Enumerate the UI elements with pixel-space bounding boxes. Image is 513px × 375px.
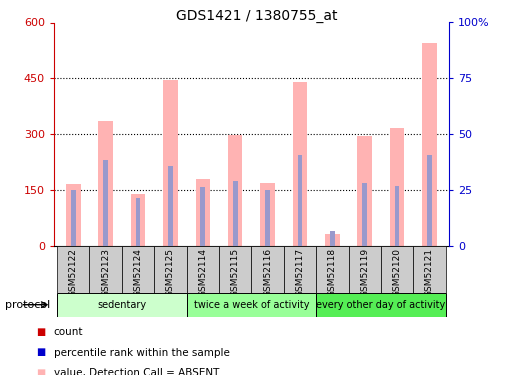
Bar (201, 187, 205, 246)
Text: GSM52116: GSM52116 (263, 248, 272, 297)
Bar (122, 246, 154, 292)
Bar (292, 82, 307, 246)
Text: ■: ■ (36, 348, 45, 357)
Text: GSM52124: GSM52124 (133, 248, 143, 297)
Bar (362, 183, 367, 246)
Text: GSM52123: GSM52123 (101, 248, 110, 297)
Text: every other day of activity: every other day of activity (316, 300, 445, 310)
Bar (325, 234, 340, 246)
Bar (348, 246, 381, 292)
Text: GSM52119: GSM52119 (360, 248, 369, 297)
Bar (316, 246, 348, 292)
Bar (260, 183, 275, 246)
Bar (284, 246, 316, 292)
Bar (390, 129, 404, 246)
Text: GSM52118: GSM52118 (328, 248, 337, 297)
Text: ■: ■ (36, 368, 45, 375)
Bar (187, 246, 219, 292)
Bar (187, 292, 316, 317)
Bar (168, 166, 173, 246)
Text: value, Detection Call = ABSENT: value, Detection Call = ABSENT (54, 368, 219, 375)
Text: GSM52125: GSM52125 (166, 248, 175, 297)
Bar (330, 231, 335, 246)
Bar (195, 179, 210, 246)
Bar (131, 194, 145, 246)
Bar (413, 246, 446, 292)
Bar (251, 246, 284, 292)
Text: percentile rank within the sample: percentile rank within the sample (54, 348, 230, 357)
Text: GSM52114: GSM52114 (199, 248, 207, 297)
Text: protocol: protocol (5, 300, 50, 310)
Bar (265, 190, 270, 246)
Text: GSM52120: GSM52120 (392, 248, 402, 297)
Bar (233, 181, 238, 246)
Text: count: count (54, 327, 84, 337)
Text: GSM52121: GSM52121 (425, 248, 434, 297)
Bar (394, 186, 400, 246)
Bar (154, 246, 187, 292)
Bar (71, 190, 76, 246)
Bar (219, 246, 251, 292)
Bar (316, 292, 446, 317)
Bar (66, 184, 81, 246)
Bar (135, 198, 141, 246)
Text: sedentary: sedentary (97, 300, 146, 310)
Bar (89, 246, 122, 292)
Bar (427, 154, 432, 246)
Bar (57, 246, 89, 292)
Bar (422, 43, 437, 246)
Bar (57, 292, 187, 317)
Bar (163, 80, 177, 246)
Text: GDS1421 / 1380755_at: GDS1421 / 1380755_at (176, 9, 337, 23)
Text: twice a week of activity: twice a week of activity (193, 300, 309, 310)
Bar (228, 135, 243, 246)
Text: GSM52117: GSM52117 (295, 248, 304, 297)
Bar (358, 136, 372, 246)
Bar (298, 154, 302, 246)
Bar (103, 160, 108, 246)
Text: GSM52115: GSM52115 (231, 248, 240, 297)
Bar (381, 246, 413, 292)
Text: ■: ■ (36, 327, 45, 337)
Text: GSM52122: GSM52122 (69, 248, 78, 297)
Bar (98, 121, 113, 246)
